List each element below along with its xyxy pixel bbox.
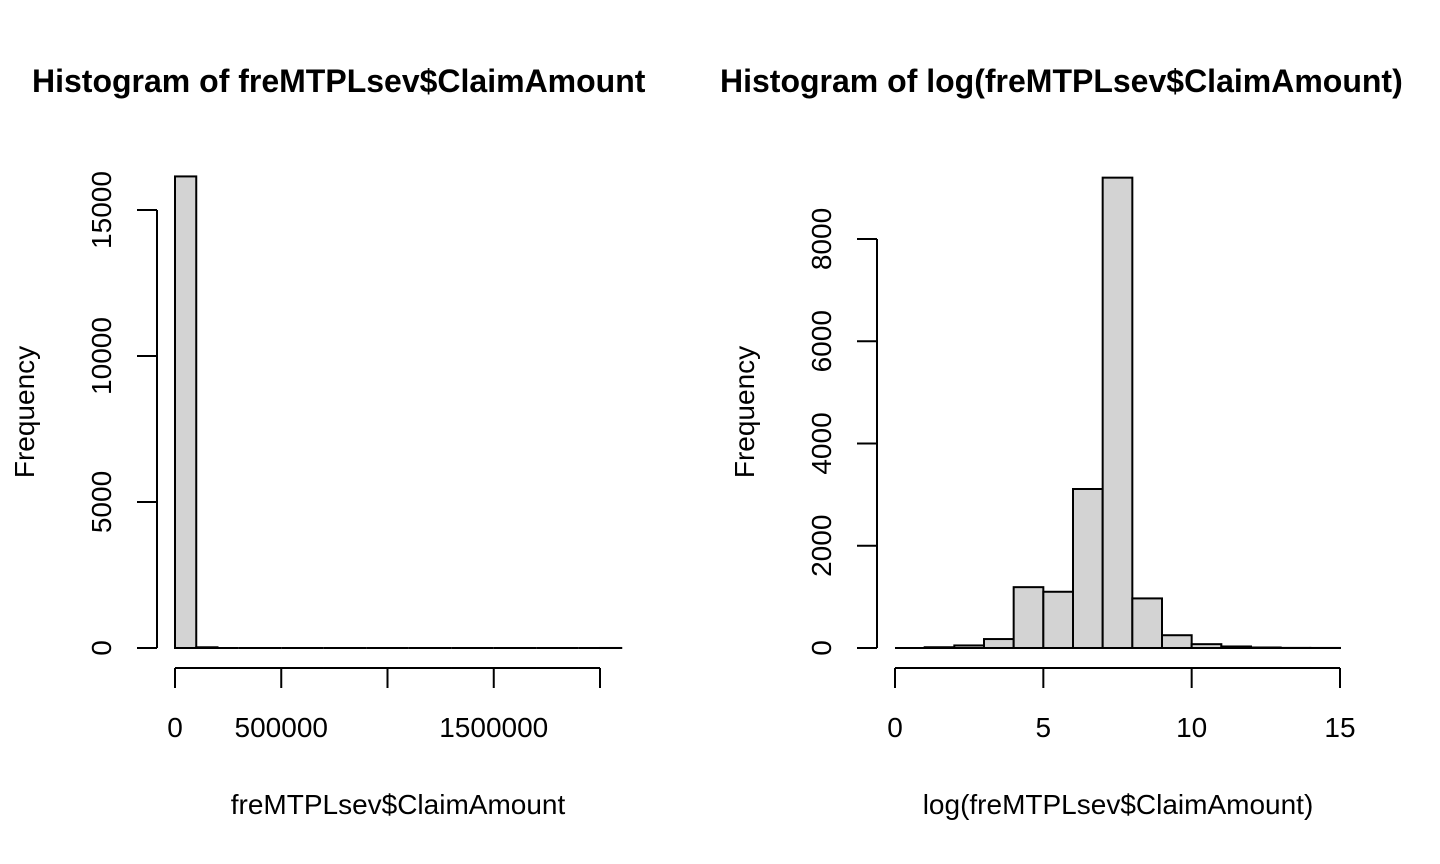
- y-axis-label-claim-amount: Frequency: [9, 346, 40, 478]
- bars-log-claim-amount: [895, 176, 1342, 650]
- y-tick-label: 0: [86, 640, 117, 656]
- x-axis-log-claim-amount: 0 5 10 15: [887, 667, 1356, 743]
- histogram-bar: [1250, 646, 1282, 650]
- histogram-panel-log-claim-amount: Histogram of log(freMTPLsev$ClaimAmount)…: [720, 63, 1403, 820]
- histogram-bar: [923, 646, 956, 650]
- histogram-bar: [1220, 645, 1253, 649]
- histogram-bar: [1131, 597, 1164, 650]
- x-axis-label-log-claim-amount: log(freMTPLsev$ClaimAmount): [923, 789, 1314, 820]
- y-tick-label: 2000: [806, 515, 837, 577]
- histogram-bar: [1072, 488, 1104, 649]
- x-tick-label: 15: [1324, 712, 1355, 743]
- histogram-bar: [953, 644, 985, 649]
- histogram-bar: [1101, 176, 1134, 649]
- histogram-bar: [1042, 590, 1075, 650]
- x-tick-label: 1500000: [439, 712, 548, 743]
- histogram-bar: [983, 638, 1015, 649]
- y-axis-claim-amount: 0 5000 10000 15000: [86, 171, 158, 656]
- x-axis-label-claim-amount: freMTPLsev$ClaimAmount: [231, 789, 566, 820]
- y-tick-label: 0: [806, 640, 837, 656]
- x-tick-label: 5: [1036, 712, 1052, 743]
- y-axis-log-claim-amount: 0 2000 4000 6000 8000: [806, 208, 878, 656]
- y-tick-label: 4000: [806, 412, 837, 474]
- chart-title-log-claim-amount: Histogram of log(freMTPLsev$ClaimAmount): [720, 63, 1403, 99]
- x-tick-label: 0: [887, 712, 903, 743]
- y-tick-label: 8000: [806, 208, 837, 270]
- y-tick-label: 10000: [86, 317, 117, 395]
- y-axis-label-log-claim-amount: Frequency: [729, 346, 760, 478]
- y-tick-label: 6000: [806, 310, 837, 372]
- chart-title-claim-amount: Histogram of freMTPLsev$ClaimAmount: [32, 63, 646, 99]
- histogram-bar: [1161, 634, 1193, 649]
- histogram-panel-claim-amount: Histogram of freMTPLsev$ClaimAmount freM…: [9, 63, 646, 820]
- histogram-bar: [1190, 643, 1223, 650]
- x-tick-label: 0: [167, 712, 183, 743]
- x-tick-label: 500000: [235, 712, 328, 743]
- bars-claim-amount: [174, 175, 623, 650]
- x-tick-label: 10: [1176, 712, 1207, 743]
- histogram-bar: [195, 646, 219, 650]
- histogram-bar: [1012, 586, 1045, 650]
- y-tick-label: 5000: [86, 471, 117, 533]
- y-tick-label: 15000: [86, 171, 117, 249]
- histogram-bar: [174, 175, 198, 649]
- x-axis-claim-amount: 0 500000 1500000: [167, 667, 601, 743]
